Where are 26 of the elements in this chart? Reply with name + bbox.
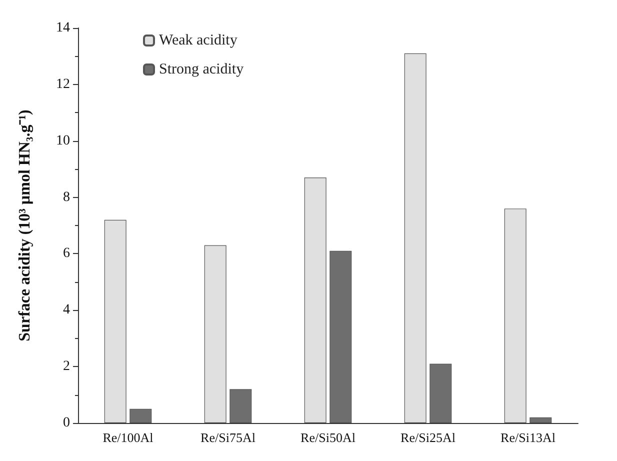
bar <box>230 389 252 423</box>
y-tick-label: 4 <box>63 302 70 318</box>
y-tick-label: 8 <box>63 190 70 205</box>
y-tick-label: 10 <box>56 133 70 148</box>
bar <box>430 364 452 423</box>
y-tick-label: 2 <box>63 359 70 374</box>
legend-label: Strong acidity <box>159 62 244 78</box>
bar <box>104 220 126 423</box>
x-tick-label: Re/Si75Al <box>200 430 256 445</box>
y-tick-label: 6 <box>63 246 70 262</box>
x-tick-label: Re/Si13Al <box>500 430 556 445</box>
y-tick-label: 14 <box>56 20 70 36</box>
bar <box>204 245 226 423</box>
y-tick-label: 12 <box>56 76 70 92</box>
bar <box>130 408 152 423</box>
bar <box>530 417 552 423</box>
x-tick-label: Re/100Al <box>102 430 154 445</box>
bar <box>304 178 326 423</box>
y-tick-label: 0 <box>63 416 70 430</box>
bar <box>504 208 526 423</box>
x-tick-label: Re/Si50Al <box>300 430 356 445</box>
bar <box>404 53 426 423</box>
y-axis-title: Surface acidity (10³ µmol HN₃.g⁻¹) <box>16 110 34 342</box>
bar <box>330 250 352 423</box>
legend-label: Weak acidity <box>159 32 238 48</box>
x-tick-label: Re/Si25Al <box>400 430 456 445</box>
